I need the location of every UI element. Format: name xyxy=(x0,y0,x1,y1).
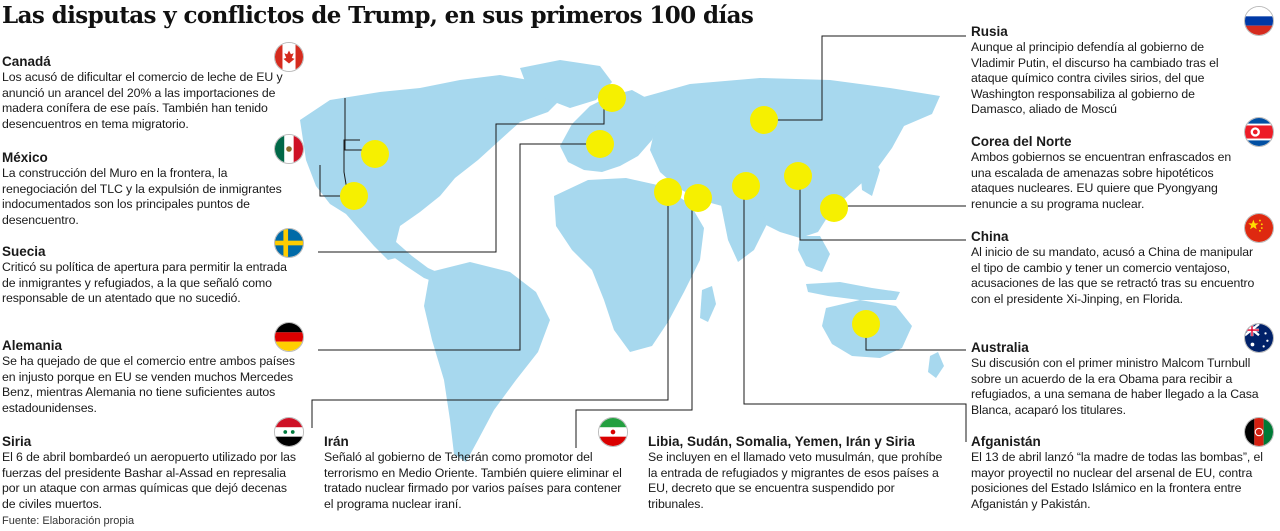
asia-shape xyxy=(640,78,940,238)
marker-mexico[interactable] xyxy=(340,182,368,210)
china-annotation: China Al inicio de su mandato, acusó a C… xyxy=(971,229,1263,307)
suecia-text: Criticó su política de apertura para per… xyxy=(2,260,287,306)
china-heading: China xyxy=(971,229,1009,244)
marker-canada[interactable] xyxy=(361,140,389,168)
sweden-flag-icon xyxy=(274,228,304,258)
leader-lines xyxy=(311,35,967,448)
alemania-heading: Alemania xyxy=(2,338,63,353)
indonesia-shape xyxy=(806,282,900,300)
suecia-annotation: Suecia Criticó su política de apertura p… xyxy=(2,244,302,307)
rusia-text: Aunque al principio defendía al gobierno… xyxy=(971,40,1219,117)
siria-text: El 6 de abril bombardeó un aeropuerto ut… xyxy=(2,450,296,511)
new-zealand-shape xyxy=(928,352,944,378)
africa-shape xyxy=(554,178,704,352)
mexico-text: La construcción del Muro en la frontera,… xyxy=(2,166,282,227)
afganistan-text: El 13 de abril lanzó “la madre de todas … xyxy=(971,450,1263,511)
leader-line-veto xyxy=(343,139,360,197)
russia-flag-icon xyxy=(1244,6,1274,36)
rusia-annotation: Rusia Aunque al principio defendía al go… xyxy=(971,24,1241,118)
europe-shape xyxy=(560,90,660,172)
china-flag-icon xyxy=(1244,213,1274,243)
markers xyxy=(340,84,880,338)
australia-heading: Australia xyxy=(971,340,1029,355)
alemania-annotation: Alemania Se ha quejado de que el comerci… xyxy=(2,338,302,416)
marker-iran[interactable] xyxy=(684,184,712,212)
australia-annotation: Australia Su discusión con el primer min… xyxy=(971,340,1263,418)
north-america-shape xyxy=(300,75,560,260)
greenland-shape xyxy=(520,60,612,108)
southeast-asia-shape xyxy=(798,236,830,272)
marker-afganistan[interactable] xyxy=(732,172,760,200)
corea-annotation: Corea del Norte Ambos gobiernos se encue… xyxy=(971,134,1241,212)
marker-rusia[interactable] xyxy=(750,106,778,134)
afghanistan-flag-icon xyxy=(1244,417,1274,447)
iran-heading: Irán xyxy=(324,434,349,449)
afganistan-heading: Afganistán xyxy=(971,434,1041,449)
australia-text: Su discusión con el primer ministro Malc… xyxy=(971,356,1259,417)
siria-heading: Siria xyxy=(2,434,32,449)
marker-china[interactable] xyxy=(784,162,812,190)
canada-flag-icon xyxy=(274,42,304,72)
japan-shape xyxy=(860,156,880,196)
leader-line-siria xyxy=(311,194,669,428)
leader-line-iran xyxy=(575,198,693,448)
veto-text: Se incluyen en el llamado veto musulmán,… xyxy=(648,450,943,511)
source-note: Fuente: Elaboración propia xyxy=(2,515,135,527)
canada-text: Los acusó de dificultar el comercio de l… xyxy=(2,70,283,131)
canada-annotation: Canadá Los acusó de dificultar el comerc… xyxy=(2,54,302,132)
mexico-heading: México xyxy=(2,150,48,165)
veto-heading: Libia, Sudán, Somalia, Yemen, Irán y Sir… xyxy=(648,434,915,449)
iran-annotation: Irán Señaló al gobierno de Teherán como … xyxy=(324,434,624,512)
syria-flag-icon xyxy=(274,417,304,447)
rusia-heading: Rusia xyxy=(971,24,1008,39)
continents xyxy=(300,60,944,462)
marker-alemania[interactable] xyxy=(586,130,614,158)
south-america-shape xyxy=(424,262,550,462)
veto-annotation: Libia, Sudán, Somalia, Yemen, Irán y Sir… xyxy=(648,434,944,512)
canada-heading: Canadá xyxy=(2,54,51,69)
corea-heading: Corea del Norte xyxy=(971,134,1072,149)
marker-siria[interactable] xyxy=(654,178,682,206)
germany-flag-icon xyxy=(274,322,304,352)
north-korea-flag-icon xyxy=(1244,117,1274,147)
suecia-heading: Suecia xyxy=(2,244,46,259)
leader-line-china xyxy=(799,178,966,241)
siria-annotation: Siria El 6 de abril bombardeó un aeropue… xyxy=(2,434,302,512)
madagascar-shape xyxy=(700,286,716,322)
leader-line-rusia xyxy=(764,35,966,121)
mexico-flag-icon xyxy=(274,134,304,164)
infographic-title: Las disputas y conflictos de Trump, en s… xyxy=(2,2,754,29)
china-text: Al inicio de su mandato, acusó a China d… xyxy=(971,245,1255,306)
corea-text: Ambos gobiernos se encuentran enfrascado… xyxy=(971,150,1232,211)
leader-line-afganistan xyxy=(743,186,967,442)
iran-text: Señaló al gobierno de Teherán como promo… xyxy=(324,450,622,511)
iran-flag-icon xyxy=(598,417,628,447)
leader-line-alemania xyxy=(318,143,600,351)
marker-australia[interactable] xyxy=(852,310,880,338)
marker-corea[interactable] xyxy=(820,194,848,222)
leader-line-suecia xyxy=(318,98,605,253)
mexico-annotation: México La construcción del Muro en la fr… xyxy=(2,150,302,228)
alemania-text: Se ha quejado de que el comercio entre a… xyxy=(2,354,295,415)
afganistan-annotation: Afganistán El 13 de abril lanzó “la madr… xyxy=(971,434,1263,512)
australia-flag-icon xyxy=(1244,323,1274,353)
marker-suecia[interactable] xyxy=(598,84,626,112)
